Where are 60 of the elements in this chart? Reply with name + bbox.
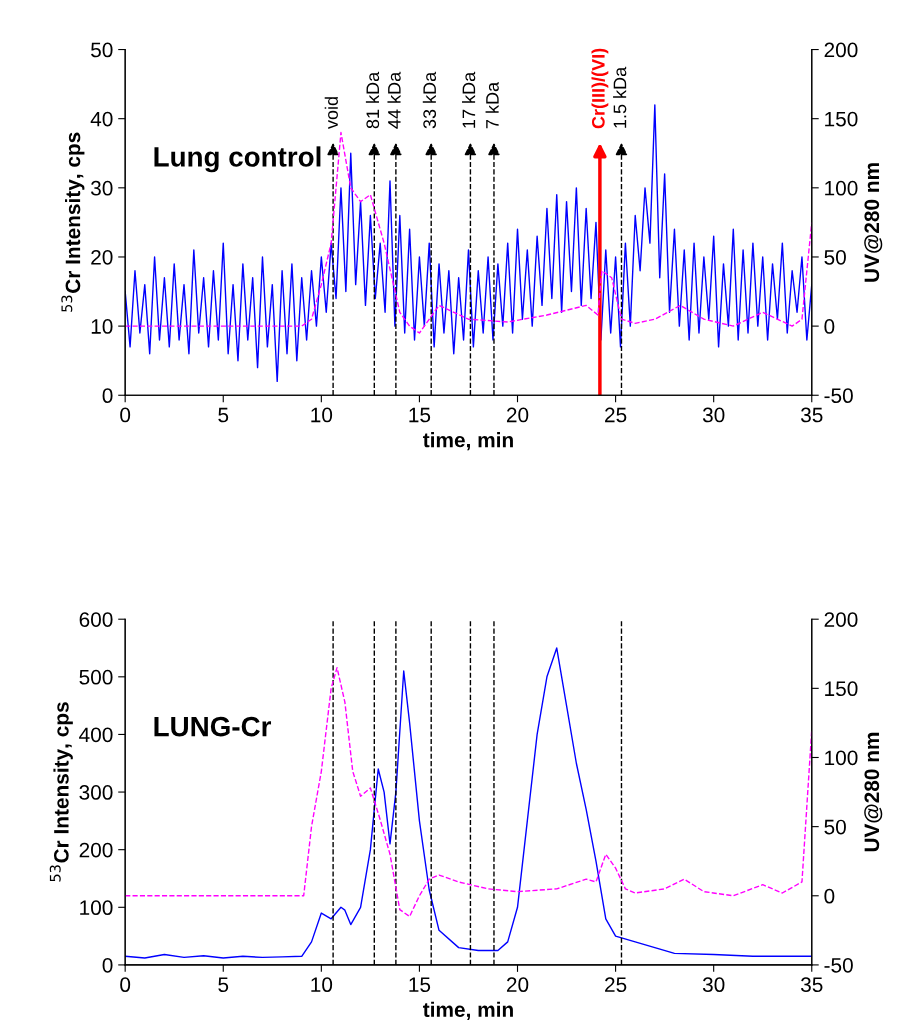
line-series <box>125 666 812 918</box>
annotation: LUNG-Cr <box>154 716 272 737</box>
y2-tick-label: 50 <box>824 819 846 835</box>
x-axis-title: time, min <box>423 432 513 451</box>
y-tick-label: 300 <box>79 785 113 800</box>
ref-line-label: 7 kDa <box>485 81 499 129</box>
x-tick-label: 15 <box>409 977 431 993</box>
y2-tick-label: 150 <box>825 111 858 127</box>
y-tick-label: 500 <box>79 669 113 685</box>
x-tick-label: 35 <box>800 977 823 993</box>
y2-tick-label: 100 <box>825 750 858 766</box>
x-tick-label: 30 <box>702 407 725 423</box>
y-tick-label: 600 <box>79 612 113 627</box>
ref-line-label: 1.5 kDa <box>613 66 627 128</box>
y-tick-label: 30 <box>90 180 113 196</box>
x-tick-label: 35 <box>800 407 823 423</box>
y-axis-title: $^{53}$Cr Intensity, cps <box>49 702 73 882</box>
ref-line-label: Cr(III)/(VI) <box>591 48 609 129</box>
y-tick-label: 10 <box>91 319 113 334</box>
y2-tick-label: 200 <box>824 612 858 627</box>
y2-tick-label: -50 <box>824 957 853 973</box>
y2-axis-title: UV@280 nm <box>864 732 883 852</box>
y-tick-label: 100 <box>80 900 113 916</box>
y2-tick-label: 100 <box>825 180 858 196</box>
y-axis-title: $^{53}$Cr Intensity, cps <box>61 132 85 312</box>
x-tick-label: 15 <box>409 407 431 423</box>
ref-line-label: 17 kDa <box>462 71 476 128</box>
x-tick-label: 10 <box>311 977 333 993</box>
y-tick-label: 400 <box>79 727 113 743</box>
ref-line-label: 81 kDa <box>365 71 380 129</box>
y2-tick-label: 0 <box>824 319 835 334</box>
x-tick-label: 30 <box>702 977 725 993</box>
line-series <box>125 647 812 959</box>
y2-axis-title: UV@280 nm <box>864 163 883 282</box>
y-tick-label: 40 <box>90 111 113 127</box>
ref-line-label: 44 kDa <box>387 71 401 129</box>
y-tick-label: 0 <box>102 388 113 404</box>
x-tick-label: 25 <box>605 977 627 993</box>
x-tick-label: 0 <box>120 407 131 423</box>
y2-tick-label: 150 <box>825 681 858 697</box>
x-tick-label: 0 <box>120 977 131 993</box>
ref-line-label: void <box>324 97 338 129</box>
ref-line-label: 33 kDa <box>422 71 437 129</box>
y-tick-label: 20 <box>91 249 113 265</box>
annotation: Lung control <box>154 146 321 173</box>
y2-tick-label: -50 <box>824 388 853 404</box>
line-series <box>125 131 812 334</box>
x-tick-label: 25 <box>605 407 627 423</box>
y-tick-label: 200 <box>79 842 113 858</box>
x-tick-label: 5 <box>218 977 229 993</box>
y2-tick-label: 50 <box>824 249 846 265</box>
x-tick-label: 10 <box>311 407 333 423</box>
x-tick-label: 5 <box>218 407 229 423</box>
y-tick-label: 50 <box>91 42 113 58</box>
x-tick-label: 20 <box>506 977 529 993</box>
y2-tick-label: 0 <box>824 888 835 904</box>
x-tick-label: 20 <box>506 407 529 423</box>
x-axis-title: time, min <box>423 1001 513 1021</box>
y2-tick-label: 200 <box>824 42 858 58</box>
y-tick-label: 0 <box>102 957 113 973</box>
